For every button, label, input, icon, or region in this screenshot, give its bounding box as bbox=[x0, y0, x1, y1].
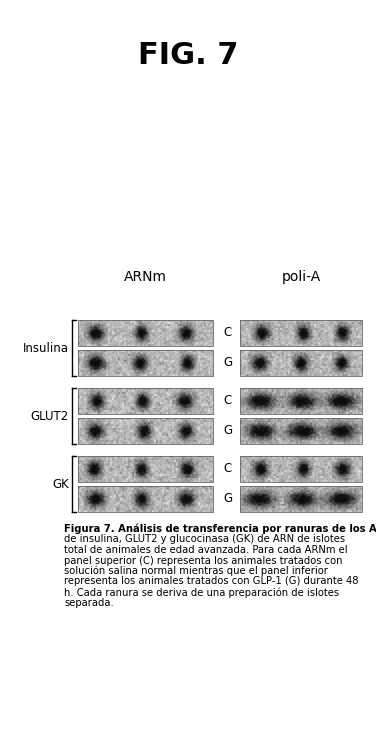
Text: C: C bbox=[224, 463, 232, 476]
Text: ARNm: ARNm bbox=[124, 270, 167, 284]
Bar bbox=[240, 320, 362, 346]
Text: panel superior (C) representa los animales tratados con: panel superior (C) representa los animal… bbox=[64, 556, 343, 566]
Bar bbox=[78, 320, 213, 346]
Text: G: G bbox=[223, 493, 233, 506]
Text: G: G bbox=[223, 424, 233, 437]
Text: poli-A: poli-A bbox=[281, 270, 321, 284]
Bar bbox=[240, 350, 362, 376]
Bar bbox=[78, 486, 213, 512]
Text: GLUT2: GLUT2 bbox=[31, 410, 69, 422]
Bar bbox=[240, 388, 362, 414]
Bar bbox=[78, 388, 213, 414]
Text: GK: GK bbox=[52, 478, 69, 490]
Text: Figura 7. Análisis de transferencia por ranuras de los ARNm: Figura 7. Análisis de transferencia por … bbox=[64, 524, 376, 535]
Bar bbox=[240, 486, 362, 512]
Text: h. Cada ranura se deriva de una preparación de islotes: h. Cada ranura se deriva de una preparac… bbox=[64, 587, 339, 598]
Text: de insulina, GLUT2 y glucocinasa (GK) de ARN de islotes: de insulina, GLUT2 y glucocinasa (GK) de… bbox=[64, 535, 345, 544]
Bar bbox=[78, 350, 213, 376]
Bar bbox=[240, 456, 362, 482]
Text: separada.: separada. bbox=[64, 598, 114, 608]
Text: solución salina normal mientras que el panel inferior: solución salina normal mientras que el p… bbox=[64, 566, 328, 577]
Text: Insulina: Insulina bbox=[23, 341, 69, 355]
Text: total de animales de edad avanzada. Para cada ARNm el: total de animales de edad avanzada. Para… bbox=[64, 545, 348, 555]
Text: C: C bbox=[224, 326, 232, 340]
Bar bbox=[240, 418, 362, 444]
Text: FIG. 7: FIG. 7 bbox=[138, 40, 238, 70]
Bar bbox=[78, 456, 213, 482]
Text: C: C bbox=[224, 394, 232, 407]
Text: G: G bbox=[223, 356, 233, 370]
Bar bbox=[78, 418, 213, 444]
Text: representa los animales tratados con GLP-1 (G) durante 48: representa los animales tratados con GLP… bbox=[64, 577, 358, 586]
